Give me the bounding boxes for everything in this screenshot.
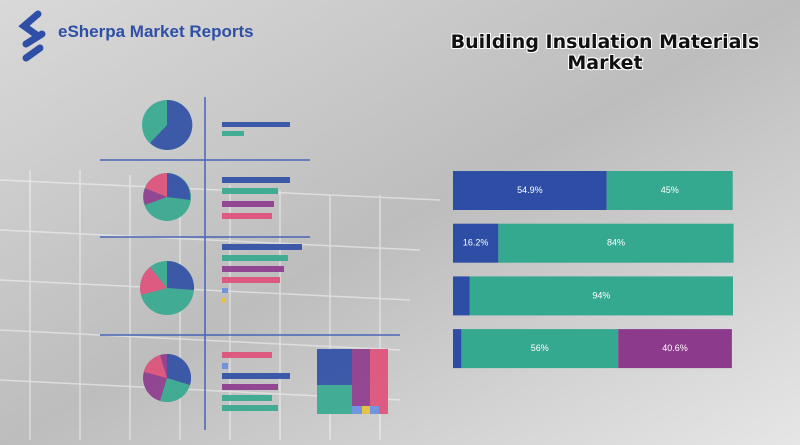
data-label: 84%: [607, 238, 625, 248]
data-label: 94%: [592, 290, 610, 300]
data-label: 16.2%: [463, 238, 489, 248]
chart-title: Building Insulation Materials Market: [450, 31, 760, 74]
bar-segment: [469, 276, 733, 316]
bar-segment: [453, 276, 470, 316]
data-label: 45%: [661, 185, 679, 195]
bar-segment: [606, 171, 733, 210]
bar-segment: [453, 329, 462, 369]
logo-icon: [18, 10, 46, 62]
brand: eSherpa Market Reports: [58, 22, 254, 41]
bar-segment: [453, 223, 499, 263]
data-label: 40.6%: [662, 343, 688, 353]
bar-segment: [453, 171, 607, 210]
decoration: [0, 97, 441, 440]
data-label: 54.9%: [517, 185, 543, 195]
bar-segment: [618, 329, 732, 369]
bar-segment: [498, 223, 734, 263]
bar-segment: [461, 329, 619, 369]
data-label: 56%: [531, 343, 549, 353]
